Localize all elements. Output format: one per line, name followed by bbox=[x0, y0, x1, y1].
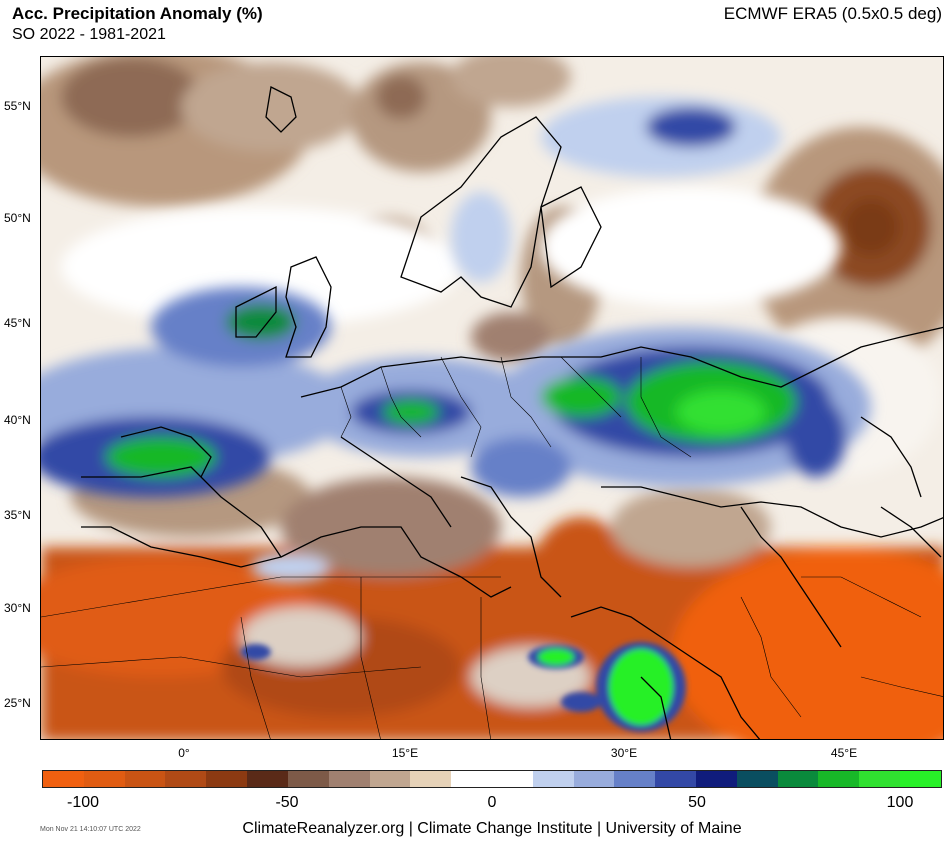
color-scale-swatch bbox=[410, 771, 452, 787]
longitude-label: 30°E bbox=[610, 746, 638, 760]
color-scale-swatch bbox=[491, 771, 533, 787]
color-scale-swatch bbox=[573, 771, 615, 787]
color-scale-swatch bbox=[696, 771, 737, 787]
render-timestamp: Mon Nov 21 14:10:07 UTC 2022 bbox=[40, 826, 141, 833]
map-subtitle: SO 2022 - 1981-2021 bbox=[12, 26, 166, 43]
latitude-label: 25°N bbox=[4, 696, 31, 710]
color-scale-tick: 0 bbox=[487, 794, 497, 811]
color-scale-swatch bbox=[328, 771, 370, 787]
color-scale-swatch bbox=[165, 771, 207, 787]
dry-anomaly-south bbox=[41, 457, 943, 739]
latitude-label: 30°N bbox=[4, 601, 31, 615]
color-scale-tick: 100 bbox=[886, 794, 914, 811]
color-scale-swatch bbox=[655, 771, 696, 787]
color-scale-swatch bbox=[83, 771, 125, 787]
country-borders bbox=[41, 356, 943, 739]
coastlines bbox=[81, 86, 943, 739]
latitude-label: 50°N bbox=[4, 211, 31, 225]
precipitation-anomaly-map bbox=[40, 56, 944, 740]
map-canvas bbox=[41, 57, 943, 739]
color-scale-tick: 50 bbox=[688, 794, 706, 811]
longitude-label: 15°E bbox=[391, 746, 419, 760]
latitude-label: 45°N bbox=[4, 316, 31, 330]
color-scale-swatch bbox=[287, 771, 329, 787]
color-scale-swatch bbox=[614, 771, 656, 787]
color-scale-swatch bbox=[900, 771, 941, 787]
color-scale-swatch bbox=[206, 771, 248, 787]
map-title: Acc. Precipitation Anomaly (%) bbox=[12, 4, 263, 23]
color-scale-swatch bbox=[736, 771, 778, 787]
color-scale-swatch bbox=[532, 771, 574, 787]
color-scale-tick: -50 bbox=[275, 794, 299, 811]
wet-anomaly-band bbox=[41, 97, 871, 582]
longitude-label: 0° bbox=[178, 746, 190, 760]
latitude-label: 55°N bbox=[4, 99, 31, 113]
color-scale-swatch bbox=[859, 771, 901, 787]
color-scale-swatch bbox=[451, 771, 492, 787]
color-scale-swatch bbox=[818, 771, 860, 787]
color-scale-swatch bbox=[777, 771, 819, 787]
longitude-label: 45°E bbox=[830, 746, 858, 760]
color-scale-swatch bbox=[247, 771, 288, 787]
latitude-label: 35°N bbox=[4, 508, 31, 522]
credit-line: ClimateReanalyzer.org | Climate Change I… bbox=[242, 820, 742, 837]
color-scale-swatch bbox=[43, 771, 84, 787]
color-scale-tick: -100 bbox=[66, 794, 100, 811]
latitude-label: 40°N bbox=[4, 413, 31, 427]
color-scale-bar bbox=[42, 770, 942, 788]
color-scale-swatch bbox=[124, 771, 166, 787]
color-scale-swatch bbox=[369, 771, 411, 787]
dataset-label: ECMWF ERA5 (0.5x0.5 deg) bbox=[723, 4, 942, 23]
